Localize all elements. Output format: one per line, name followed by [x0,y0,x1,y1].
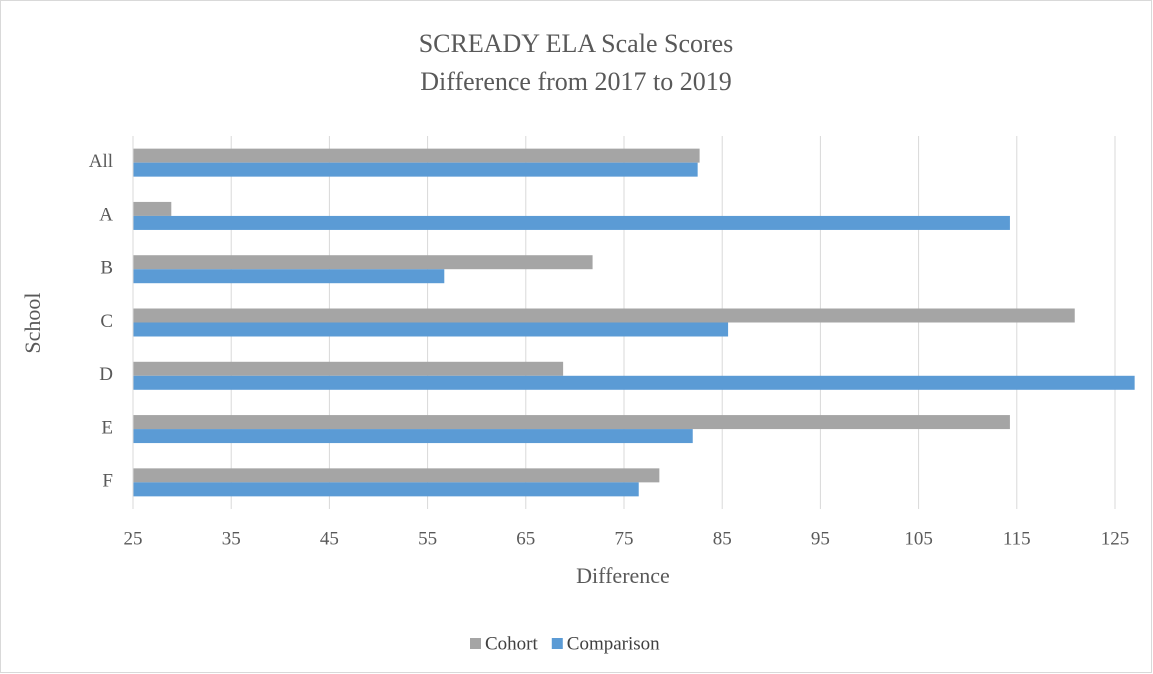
bar [133,322,729,337]
y-tick-label: All [89,151,113,172]
x-axis-label: Difference [576,563,670,588]
x-tick-label: 85 [713,528,732,549]
bar [133,415,1010,430]
legend-swatch [470,638,481,649]
chart-title: SCREADY ELA Scale Scores [419,29,734,58]
x-tick-label: 105 [904,528,933,549]
x-tick-label: 55 [418,528,437,549]
x-tick-label: 115 [1003,528,1031,549]
bar [133,269,445,284]
bar [133,215,1010,230]
x-tick-label: 125 [1101,528,1130,549]
bar [133,429,693,444]
y-tick-label: D [99,364,113,385]
bar [133,255,593,270]
bar [133,148,700,163]
x-tick-label: 25 [124,528,143,549]
bar [133,201,172,216]
x-tick-label: 75 [615,528,634,549]
x-tick-label: 45 [320,528,339,549]
x-tick-label: 35 [222,528,241,549]
legend-label: Cohort [485,633,539,654]
y-axis-label: School [20,292,45,353]
bar [133,482,639,497]
x-tick-label: 65 [516,528,535,549]
x-tick-label: 95 [811,528,830,549]
bar [133,361,564,376]
chart-subtitle: Difference from 2017 to 2019 [420,67,731,96]
bar [133,308,1075,323]
bar [133,468,660,483]
legend-swatch [551,638,563,649]
y-tick-label: B [100,258,113,279]
y-tick-label: E [101,417,113,438]
bar [133,375,1135,390]
y-tick-label: C [100,311,113,332]
bar [133,162,698,177]
y-tick-label: A [99,204,113,225]
y-tick-label: F [102,471,113,492]
legend-label: Comparison [567,633,660,654]
